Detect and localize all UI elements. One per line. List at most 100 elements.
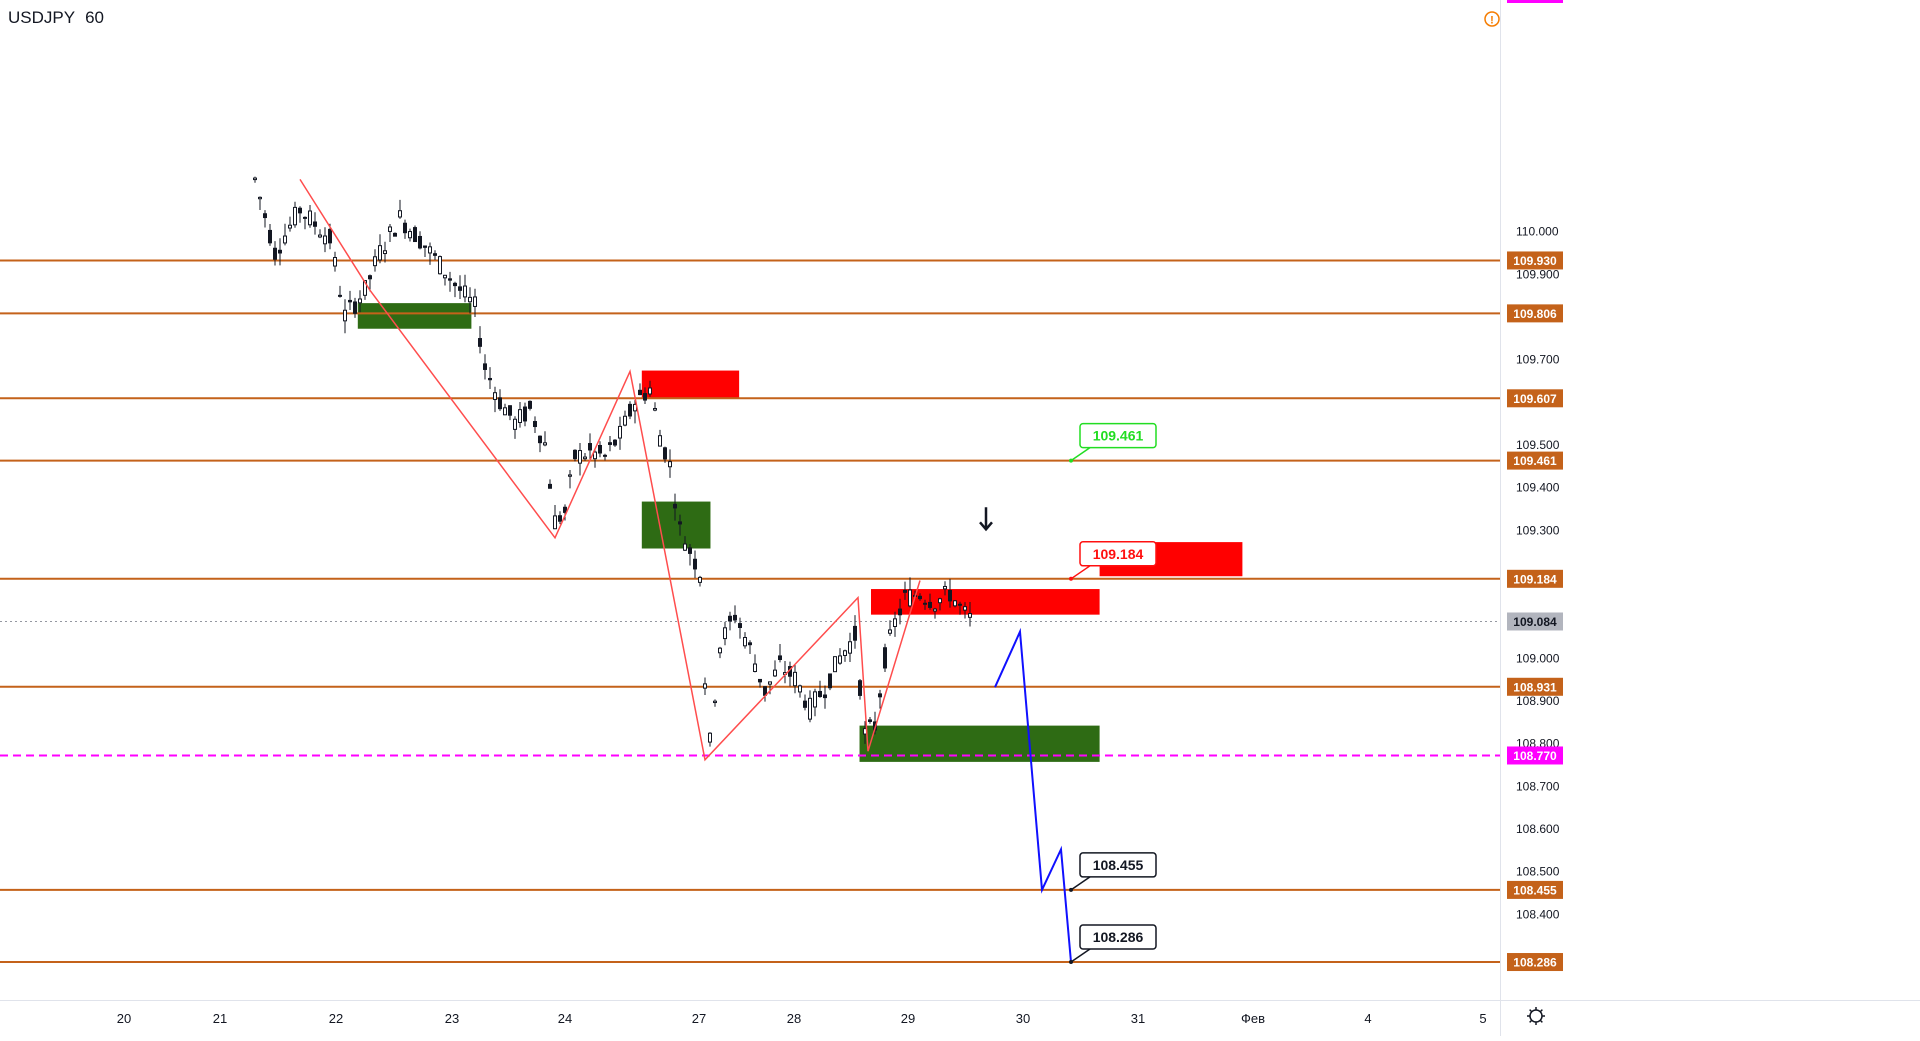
candle-body	[423, 245, 427, 248]
candle-body	[733, 614, 737, 621]
x-tick-label: 5	[1479, 1011, 1486, 1026]
candle-body	[413, 227, 417, 243]
candle-body	[698, 576, 702, 583]
y-tick-label: 109.400	[1516, 481, 1560, 495]
callout-label-3: 108.286	[1093, 929, 1144, 945]
level-tag-1: 109.806	[1513, 307, 1557, 321]
candle-body	[768, 681, 772, 685]
candle-body	[373, 256, 377, 267]
candle-body	[493, 392, 497, 400]
candle-body	[363, 280, 367, 296]
axis-top-accent	[1507, 0, 1563, 3]
candle-body	[488, 377, 492, 381]
candle-body	[918, 595, 922, 600]
candle-body	[653, 408, 657, 411]
candle-body	[543, 442, 547, 446]
current-price-tag-bg	[1507, 612, 1563, 631]
candle-body	[408, 231, 412, 239]
candle-body	[848, 641, 852, 654]
candle-body	[908, 589, 912, 607]
warning-icon	[1484, 11, 1500, 27]
candle-body	[663, 447, 667, 460]
candle-body	[808, 697, 812, 720]
candle-body	[838, 655, 842, 664]
level-tag-3-bg	[1507, 451, 1563, 470]
x-tick-label: 23	[445, 1011, 459, 1026]
symbol-name: USDJPY	[8, 8, 76, 27]
candle-body	[443, 274, 447, 279]
candle-body	[948, 589, 952, 602]
level-tag-0-bg	[1507, 251, 1563, 270]
candle-body	[503, 407, 507, 416]
zone-demand-0	[357, 303, 472, 329]
level-tag-4-bg	[1507, 569, 1563, 588]
candle-body	[928, 601, 932, 608]
callout-box-2	[1079, 852, 1157, 878]
candle-body	[478, 338, 482, 347]
candle-body	[333, 257, 337, 267]
candle-body	[803, 700, 807, 708]
gear-icon-tooth	[1539, 1019, 1543, 1023]
down-arrow-icon	[979, 507, 993, 532]
x-tick-label: 29	[901, 1011, 915, 1026]
candle-body	[523, 406, 527, 422]
callout-anchor-0	[1069, 458, 1073, 463]
current-price-tag: 109.084	[1513, 615, 1557, 629]
candle-body	[678, 521, 682, 525]
level-tag-5-bg	[1507, 677, 1563, 696]
candle-body	[853, 625, 857, 641]
callout-pointer-1	[1070, 565, 1091, 580]
candle-body	[603, 454, 607, 457]
symbol-interval: 60	[85, 8, 104, 27]
candle-body	[628, 403, 632, 417]
candle-body	[703, 683, 707, 689]
candle-body	[448, 278, 452, 281]
highlight-tag-bg	[1507, 746, 1563, 765]
candle-body	[938, 598, 942, 604]
x-tick-label: Фев	[1241, 1011, 1265, 1026]
candle-body	[743, 636, 747, 647]
candle-body	[868, 719, 872, 722]
candle-body	[818, 690, 822, 698]
candle-body	[388, 226, 392, 232]
candle-body	[398, 210, 402, 218]
candle-body	[508, 405, 512, 416]
candle-body	[498, 397, 502, 410]
candle-body	[968, 613, 972, 618]
x-tick-label: 28	[787, 1011, 801, 1026]
candle-body	[643, 393, 647, 401]
candle-body	[608, 442, 612, 445]
level-tag-2-bg	[1507, 389, 1563, 408]
level-tag-1-bg	[1507, 304, 1563, 323]
candle-body	[878, 693, 882, 698]
y-tick-label: 108.400	[1516, 907, 1560, 921]
candle-body	[353, 301, 357, 314]
candle-body	[833, 656, 837, 673]
candle-body	[258, 196, 262, 200]
candle-body	[613, 439, 617, 446]
candle-body	[708, 732, 712, 743]
x-tick-label: 31	[1131, 1011, 1145, 1026]
level-tag-2: 109.607	[1513, 392, 1557, 406]
candle-body	[378, 245, 382, 261]
candle-body	[923, 602, 927, 605]
candle-body	[793, 671, 797, 687]
callout-label-2: 108.455	[1093, 857, 1144, 873]
level-tag-6: 108.455	[1513, 883, 1557, 897]
candle-body	[753, 663, 757, 672]
zone-supply-1	[641, 370, 740, 399]
gear-icon	[1529, 1009, 1543, 1023]
candle-body	[283, 235, 287, 244]
callout-anchor-1	[1069, 576, 1073, 581]
candle-body	[453, 282, 457, 287]
candle-body	[813, 691, 817, 708]
candle-body	[958, 603, 962, 606]
x-tick-label: 30	[1016, 1011, 1030, 1026]
candle-body	[693, 558, 697, 570]
candle-body	[843, 650, 847, 656]
candle-body	[598, 444, 602, 454]
callout-label-1: 109.184	[1093, 546, 1144, 562]
callout-anchor-2	[1069, 887, 1073, 892]
